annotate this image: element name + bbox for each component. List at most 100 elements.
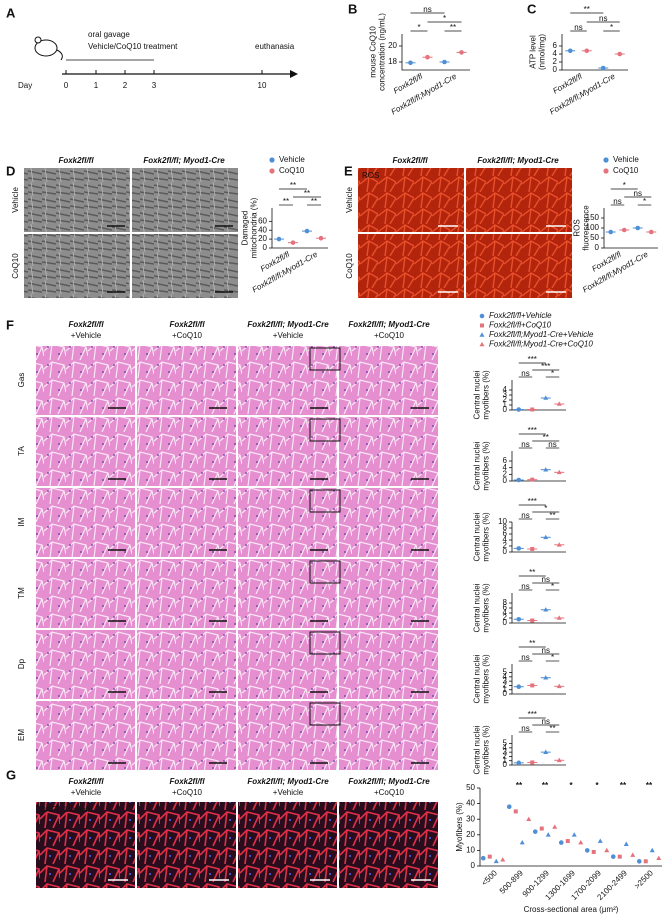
data-point — [543, 607, 549, 612]
data-point — [543, 534, 549, 540]
significance: * — [569, 781, 573, 790]
data-point — [459, 50, 464, 55]
data-point — [506, 804, 512, 810]
column-label: Foxk2fl/fl — [68, 777, 104, 786]
y-tick-label: 150 — [586, 213, 600, 222]
data-point — [290, 240, 296, 245]
y-tick-label: 5 — [503, 739, 508, 748]
column-label: +CoQ10 — [172, 331, 203, 340]
significance: ns — [634, 189, 642, 198]
y-tick-label: 1 — [503, 685, 508, 694]
he-image — [339, 488, 438, 557]
panel-letter: A — [6, 5, 16, 20]
row-label: Vehicle — [345, 187, 354, 213]
column-label: +CoQ10 — [172, 788, 203, 797]
column-label: Foxk2fl/fl; Myod1-Cre — [247, 320, 329, 329]
significance: ** — [584, 5, 590, 14]
he-image — [36, 630, 135, 699]
significance: * — [544, 504, 547, 513]
data-point — [621, 227, 627, 233]
significance: ns — [574, 23, 582, 32]
legend-marker — [603, 157, 609, 163]
data-point — [530, 618, 535, 623]
y-axis-label: fluorescence — [582, 205, 591, 251]
significance: * — [443, 14, 446, 23]
y-axis-label: Myofibers (%) — [455, 802, 464, 852]
y-tick-label: 0 — [503, 689, 508, 698]
column-label: Foxk2fl/fl; Myod1-Cre — [477, 156, 559, 165]
inset — [309, 631, 341, 655]
data-point — [567, 48, 573, 54]
legend-label: Vehicle — [613, 155, 639, 164]
column-label: Foxk2fl/fl — [169, 777, 205, 786]
y-axis-label: ROS — [573, 219, 582, 236]
mouse-tail — [56, 49, 63, 61]
y-tick-label: 3 — [503, 676, 508, 685]
data-point — [648, 229, 654, 235]
axis — [603, 208, 658, 249]
ros-image — [466, 234, 572, 298]
x-tick-label: >2500 — [633, 868, 656, 891]
data-point — [516, 684, 522, 690]
data-point — [519, 840, 525, 845]
y-axis-label: myofibers (%) — [482, 441, 491, 491]
data-point — [584, 848, 590, 853]
y-tick-label: 2 — [503, 469, 508, 478]
panel-letter: C — [527, 1, 537, 16]
data-point — [304, 228, 310, 234]
data-point — [500, 857, 506, 862]
column-label: +Vehicle — [273, 788, 304, 797]
y-tick-label: 0 — [553, 65, 558, 74]
day-value: 10 — [258, 81, 267, 90]
panel-letter: D — [6, 163, 15, 178]
column-label: +Vehicle — [273, 331, 304, 340]
significance: ns — [548, 440, 556, 449]
data-point — [487, 854, 492, 859]
day-value: 1 — [94, 81, 99, 90]
y-tick-label: 4 — [553, 49, 558, 58]
he-image — [36, 346, 135, 415]
data-point — [635, 225, 641, 231]
inset — [309, 347, 341, 371]
column-label: Foxk2fl/fl; Myod1-Cre — [348, 320, 430, 329]
column-label: +CoQ10 — [374, 788, 405, 797]
column-label: Foxk2fl/fl — [392, 156, 428, 165]
data-point — [318, 235, 324, 241]
he-image — [36, 559, 135, 628]
timeline-arrow — [290, 70, 298, 78]
legend-marker — [269, 168, 275, 174]
he-image — [339, 346, 438, 415]
y-axis-label: Damaged — [241, 211, 250, 246]
ros-image — [466, 168, 572, 232]
laminin-image — [238, 802, 337, 888]
end-label: euthanasia — [255, 42, 295, 51]
inset — [309, 560, 341, 584]
laminin-image — [137, 802, 236, 888]
y-tick-label: 50 — [590, 233, 599, 242]
em-image — [132, 234, 238, 298]
y-tick-label: 60 — [258, 216, 267, 225]
data-point — [545, 832, 551, 837]
he-image — [36, 488, 135, 557]
significance: * — [551, 369, 554, 378]
data-point — [408, 60, 413, 66]
data-point — [513, 809, 518, 814]
day-value: 0 — [64, 81, 69, 90]
data-point — [584, 48, 590, 54]
significance: ns — [542, 575, 550, 584]
data-point — [539, 826, 544, 831]
x-tick-label: <500 — [480, 868, 499, 887]
y-tick-label: 0 — [503, 405, 508, 414]
y-tick-label: 0 — [503, 618, 508, 627]
data-point — [425, 54, 430, 60]
y-tick-label: 5 — [503, 668, 508, 677]
data-point — [543, 395, 549, 400]
y-tick-label: 40 — [258, 225, 267, 234]
significance: ns — [423, 5, 431, 14]
inset — [309, 418, 341, 442]
y-axis-label: (nmol/mg) — [538, 34, 547, 70]
data-point — [556, 615, 562, 620]
significance: ** — [450, 23, 456, 32]
ros-image — [358, 234, 464, 298]
x-tick-label: Foxk2fl/fl;Myod1-Cre — [390, 71, 459, 116]
